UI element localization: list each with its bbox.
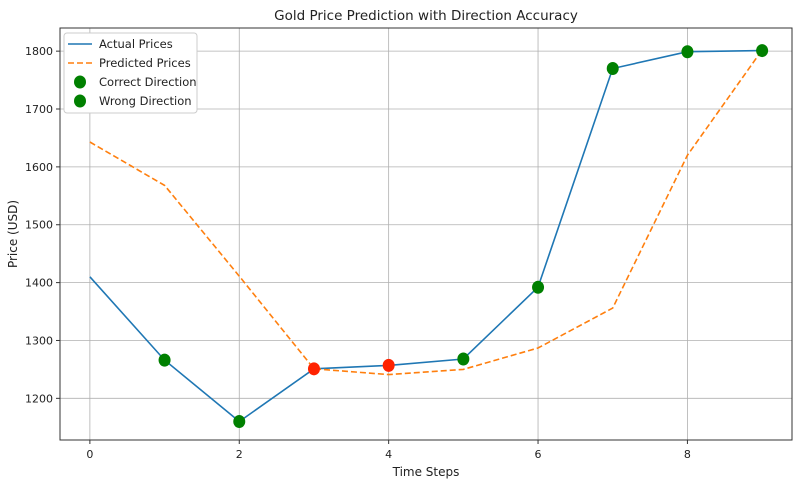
series-layer	[89, 49, 763, 423]
legend: Actual Prices Predicted Prices Correct Dir…	[63, 32, 198, 114]
wrong-direction-marker	[307, 362, 320, 376]
predicted-prices-line	[89, 49, 763, 376]
y-tick-label: 1400	[25, 277, 53, 290]
correct-direction-marker	[606, 62, 619, 76]
x-tick-label: 8	[684, 448, 691, 461]
x-tick-label: 6	[535, 448, 542, 461]
correct-direction-marker	[158, 353, 171, 367]
wrong-direction-marker	[382, 358, 395, 372]
correct-direction-marker	[681, 45, 694, 59]
x-tick-label: 4	[385, 448, 392, 461]
x-axis-label: Time Steps	[392, 465, 460, 479]
y-tick-label: 1200	[25, 392, 53, 405]
correct-direction-marker	[532, 280, 545, 294]
marker-layer	[158, 44, 769, 428]
y-tick-label: 1300	[25, 334, 53, 347]
legend-wrong-direction-label: Wrong Direction	[99, 94, 192, 108]
correct-direction-marker	[233, 414, 246, 428]
chart-title: Gold Price Prediction with Direction Acc…	[274, 8, 578, 24]
y-axis-label: Price (USD)	[6, 200, 20, 268]
actual-prices-line	[89, 49, 763, 423]
y-tick-label: 1700	[25, 103, 53, 116]
legend-wrong-direction-swatch	[74, 94, 86, 108]
legend-correct-direction-label: Correct Direction	[99, 75, 197, 89]
axis-ticks: 0 2 4 6 8 1200 1300 1400 1500 1600 1700 1800	[25, 45, 691, 461]
legend-frame	[63, 32, 198, 114]
x-tick-label: 2	[236, 448, 243, 461]
legend-actual-prices-label: Actual Prices	[99, 37, 173, 51]
legend-predicted-prices-label: Predicted Prices	[99, 56, 191, 70]
correct-direction-marker	[457, 352, 470, 366]
legend-correct-direction-swatch	[74, 75, 86, 89]
y-tick-label: 1800	[25, 45, 53, 58]
plot-area-frame	[59, 27, 793, 441]
correct-direction-marker	[756, 44, 769, 58]
x-tick-label: 0	[86, 448, 93, 461]
y-tick-label: 1500	[25, 219, 53, 232]
y-tick-label: 1600	[25, 161, 53, 174]
